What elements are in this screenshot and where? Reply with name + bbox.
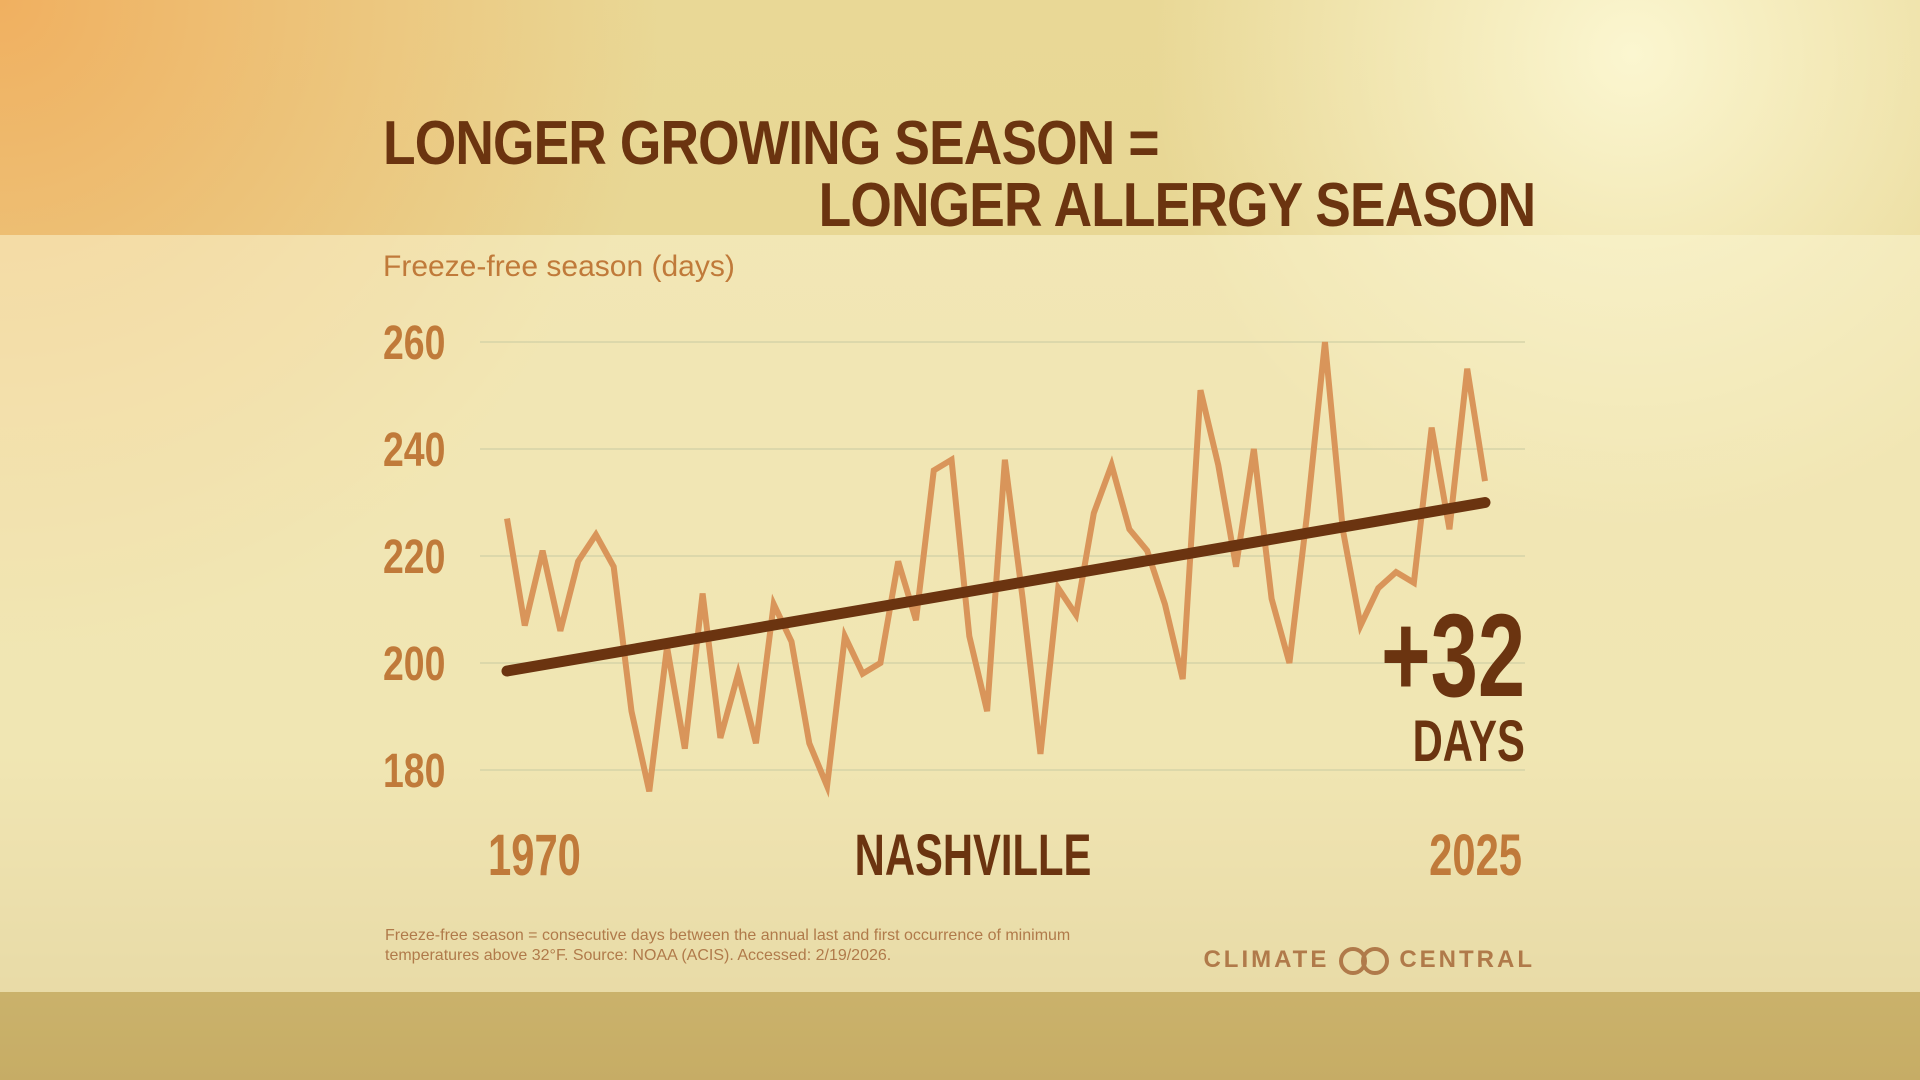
title-line-2: LONGER ALLERGY SEASON [818, 171, 1536, 240]
logo-text-left: CLIMATE [1203, 946, 1330, 973]
trend-line [501, 497, 1491, 677]
bottom-band [0, 992, 1920, 1080]
y-axis-label: Freeze-free season (days) [383, 250, 735, 283]
logo-text-right: CENTRAL [1399, 946, 1535, 973]
background-panel [0, 235, 1920, 992]
freeze-free-season-line [504, 341, 1488, 798]
y-tick-label: 240 [383, 424, 445, 478]
footnote-line-1: Freeze-free season = consecutive days be… [385, 927, 1071, 944]
x-label-start: 1970 [488, 823, 581, 888]
logo-rings-icon [1339, 947, 1390, 975]
location-label: NASHVILLE [854, 823, 1092, 888]
annotation-value: +32 [1380, 590, 1525, 722]
title-line-1: LONGER GROWING SEASON = [383, 109, 1160, 178]
footnote: Freeze-free season = consecutive days be… [385, 926, 1185, 966]
footnote-line-2: temperatures above 32°F. Source: NOAA (A… [385, 947, 892, 964]
annotation-unit: DAYS [1412, 709, 1525, 774]
y-tick-label: 220 [383, 531, 445, 585]
y-tick-label: 200 [383, 638, 445, 692]
y-tick-label: 260 [383, 317, 445, 371]
x-label-end: 2025 [1429, 823, 1522, 888]
climate-central-logo: CLIMATE CENTRAL [1203, 946, 1535, 975]
y-tick-label: 180 [383, 745, 445, 799]
